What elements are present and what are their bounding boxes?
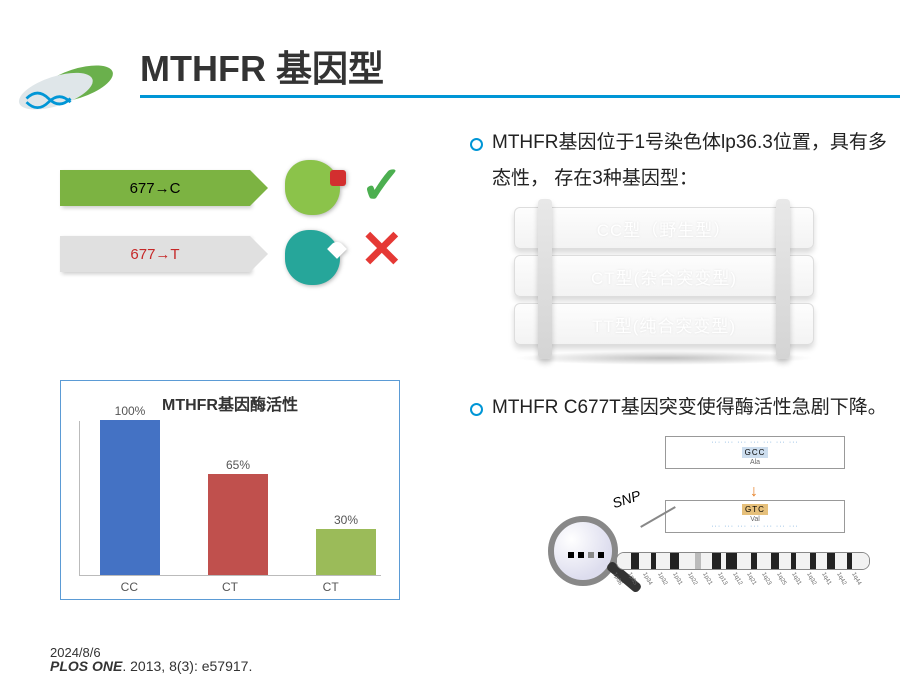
- codon-top: GCC: [742, 447, 769, 458]
- pill-tt: TT型(纯合突变型): [514, 303, 814, 345]
- page-title: MTHFR 基因型: [140, 40, 384, 92]
- bar-rect: [100, 420, 160, 575]
- aa-top: Ala: [668, 459, 842, 466]
- chromosome-band: [827, 553, 835, 569]
- title-underline: [140, 95, 900, 98]
- x-label: CT: [280, 580, 381, 594]
- check-icon: ✓: [360, 156, 404, 216]
- seq-bot-row: ··· ··· ··· ··· ··· ··· ···: [668, 523, 842, 530]
- codon-bot: GTC: [742, 504, 768, 515]
- chart-x-axis: CCCTCT: [79, 580, 381, 594]
- sequence-box-bottom: GTC Val ··· ··· ··· ··· ··· ··· ···: [665, 500, 845, 533]
- chromosome-tick: 1p32: [656, 571, 669, 587]
- footer: 2024/8/6 PLOS ONE. 2013, 8(3): e57917.: [50, 645, 252, 674]
- protein-blob-t-icon: [285, 230, 340, 285]
- arrow-677t-label: 677→T: [130, 246, 179, 263]
- chart-plot-area: 100%65%30%: [79, 421, 381, 576]
- bullet-1: MTHFR基因位于1号染色体lp36.3位置，具有多态性， 存在3种基因型：: [470, 125, 900, 197]
- snp-label: SNP: [610, 487, 642, 511]
- chromosome-band: [631, 553, 639, 569]
- arrow-677c: 677→C: [60, 170, 250, 206]
- chromosome-band: [639, 553, 650, 569]
- chromosome-band: [852, 553, 869, 569]
- variant-arrows: 677→C 677→T ✓ ✕: [60, 170, 430, 320]
- mutation-arrow-icon: ↓: [750, 483, 758, 501]
- sequence-box-top: ··· ··· ··· ··· ··· ··· ··· GCC Ala: [665, 436, 845, 469]
- aa-bot: Val: [668, 516, 842, 523]
- cross-icon: ✕: [360, 220, 404, 280]
- chromosome-tick: 1p22: [685, 571, 698, 587]
- x-label: CT: [180, 580, 281, 594]
- header: MTHFR 基因型: [0, 0, 920, 110]
- x-label: CC: [79, 580, 180, 594]
- chromosome-ideogram: 1p361p351p341p321p311p221p211p131q121q21…: [616, 552, 870, 584]
- bar-value-label: 65%: [208, 458, 268, 472]
- chromosome-tick: 1q23: [760, 571, 773, 587]
- slide: MTHFR 基因型 677→C 677→T ✓ ✕ MTHFR基因酶活性 100…: [0, 0, 920, 690]
- chromosome-tick: 1p21: [700, 571, 713, 587]
- chromosome-band: [779, 553, 790, 569]
- bar-value-label: 100%: [100, 404, 160, 418]
- left-column: 677→C 677→T ✓ ✕ MTHFR基因酶活性 100%65%30% CC…: [60, 170, 430, 600]
- chromosome-tick: 1q42: [835, 571, 848, 587]
- chromosome-band: [679, 553, 696, 569]
- chromosome-tick: 1q41: [820, 571, 833, 587]
- pill-cc: CC型（野生型）: [514, 207, 814, 249]
- arrow-677t: 677→T: [60, 236, 250, 272]
- chromosome-band: [617, 553, 631, 569]
- chromosome-tick: 1q21: [745, 571, 758, 587]
- chromosome-tick: 1q31: [790, 571, 803, 587]
- chromosome-band: [757, 553, 771, 569]
- reference-journal: PLOS ONE: [50, 658, 122, 674]
- arrow-677c-label: 677→C: [130, 180, 181, 197]
- chromosome-band: [737, 553, 751, 569]
- chromosome-tick: 1p31: [671, 571, 684, 587]
- chromosome-band: [670, 553, 678, 569]
- bar-rect: [316, 529, 376, 576]
- chromosome-tick: 1q25: [775, 571, 788, 587]
- pill-ct: CT型(杂合突变型): [514, 255, 814, 297]
- chromosome-band: [726, 553, 737, 569]
- chromosome-band: [796, 553, 810, 569]
- chromosome-tick: 1q44: [850, 571, 863, 587]
- bar-value-label: 30%: [316, 513, 376, 527]
- chromosome-tick: 1q12: [730, 571, 743, 587]
- chromosome-band: [712, 553, 720, 569]
- seq-top-row: ··· ··· ··· ··· ··· ··· ···: [668, 439, 842, 446]
- enzyme-activity-chart: MTHFR基因酶活性 100%65%30% CCCTCT: [60, 380, 400, 600]
- right-column: MTHFR基因位于1号染色体lp36.3位置，具有多态性， 存在3种基因型： C…: [470, 125, 900, 596]
- footer-reference: PLOS ONE. 2013, 8(3): e57917.: [50, 658, 252, 674]
- chromosome-tick: 1p34: [641, 571, 654, 587]
- chromosome-tick: 1q32: [805, 571, 818, 587]
- snp-diagram: ··· ··· ··· ··· ··· ··· ··· GCC Ala ↓ GT…: [560, 436, 860, 596]
- chromosome-band: [701, 553, 712, 569]
- reference-rest: . 2013, 8(3): e57917.: [122, 658, 252, 674]
- chromosome-band: [816, 553, 827, 569]
- protein-blob-c-icon: [285, 160, 340, 215]
- stack-shadow: [514, 351, 814, 365]
- chromosome-band: [835, 553, 846, 569]
- chromosome-band: [771, 553, 779, 569]
- chromosome-tick: 1p13: [715, 571, 728, 587]
- logo-capsule-dna-icon: [10, 60, 120, 115]
- bar-rect: [208, 474, 268, 575]
- genotype-stack: CC型（野生型） CT型(杂合突变型) TT型(纯合突变型): [514, 207, 814, 365]
- chromosome-band: [656, 553, 670, 569]
- genotype-stack-rails: CC型（野生型） CT型(杂合突变型) TT型(纯合突变型): [514, 207, 814, 345]
- bullet-2: MTHFR C677T基因突变使得酶活性急剧下降。: [470, 390, 900, 426]
